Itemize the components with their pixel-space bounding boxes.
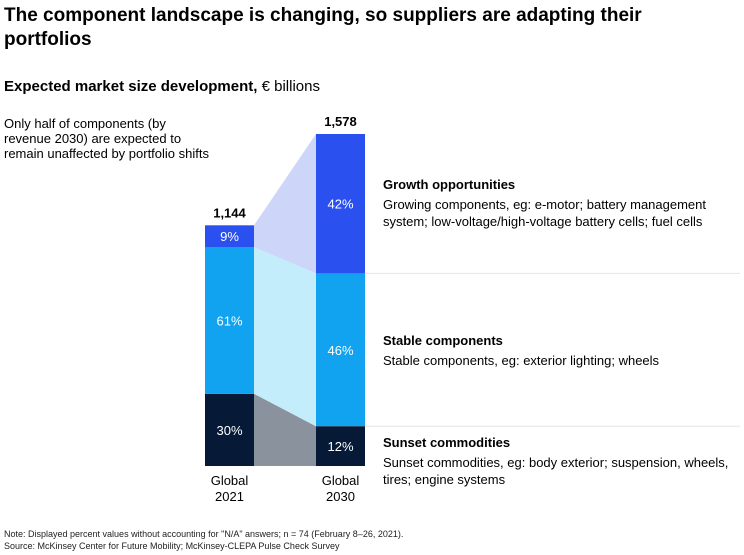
legend-sunset: Sunset commodities Sunset commodities, e…	[383, 434, 743, 488]
chart-title: The component landscape is changing, so …	[4, 5, 642, 50]
legend-growth-desc: Growing components, eg: e-motor; battery…	[383, 197, 706, 229]
bar-2: 12% 46% 42%	[316, 134, 365, 466]
divider-lines	[365, 272, 740, 427]
bar-segment-stable-2	[316, 273, 365, 427]
legend-growth-title: Growth opportunities	[383, 177, 516, 192]
category-label-2-line-2: 2030	[326, 489, 355, 504]
total-label-1: 1,144	[213, 205, 246, 220]
band-growth	[254, 134, 316, 274]
chart-subtitle: Expected market size development, € bill…	[4, 78, 320, 95]
bar-segment-growth-1	[205, 225, 254, 247]
bar-segment-sunset-1	[205, 393, 254, 466]
segment-label-sunset-2: 12%	[327, 439, 353, 454]
legend-sunset-title: Sunset commodities	[383, 435, 511, 450]
segment-label-growth-1: 9%	[220, 229, 239, 244]
segment-label-stable-1: 61%	[216, 313, 242, 328]
subtitle-unit: € billions	[261, 78, 320, 95]
legend-stable: Stable components Stable components, eg:…	[383, 332, 743, 369]
subtitle-bold: Expected market size development,	[4, 78, 258, 95]
band-sunset	[254, 393, 316, 466]
legend-stable-desc: Stable components, eg: exterior lighting…	[383, 353, 660, 368]
chart-annotation: Only half of components (by revenue 2030…	[4, 116, 209, 161]
bar-1: 30% 61% 9%	[205, 225, 254, 466]
connector-bands	[254, 134, 316, 466]
legend-sunset-desc: Sunset commodities, eg: body exterior; s…	[383, 455, 729, 487]
bar-segment-sunset-2	[316, 426, 365, 466]
total-label-2: 1,578	[324, 114, 357, 129]
bar-segment-growth-2	[316, 134, 365, 274]
segment-label-stable-2: 46%	[327, 343, 353, 358]
footnote-source: Source: McKinsey Center for Future Mobil…	[4, 541, 340, 551]
category-label-1-line-1: Global	[211, 473, 249, 488]
footnote: Note: Displayed percent values without a…	[4, 528, 403, 552]
legend-growth: Growth opportunities Growing components,…	[383, 176, 743, 230]
segment-label-growth-2: 42%	[327, 197, 353, 212]
legend-stable-title: Stable components	[383, 333, 503, 348]
category-label-2-line-1: Global	[322, 473, 360, 488]
footnote-note: Note: Displayed percent values without a…	[4, 529, 404, 539]
category-label-1-line-2: 2021	[215, 489, 244, 504]
bar-segment-stable-1	[205, 247, 254, 394]
segment-label-sunset-1: 30%	[216, 423, 242, 438]
band-stable	[254, 247, 316, 427]
